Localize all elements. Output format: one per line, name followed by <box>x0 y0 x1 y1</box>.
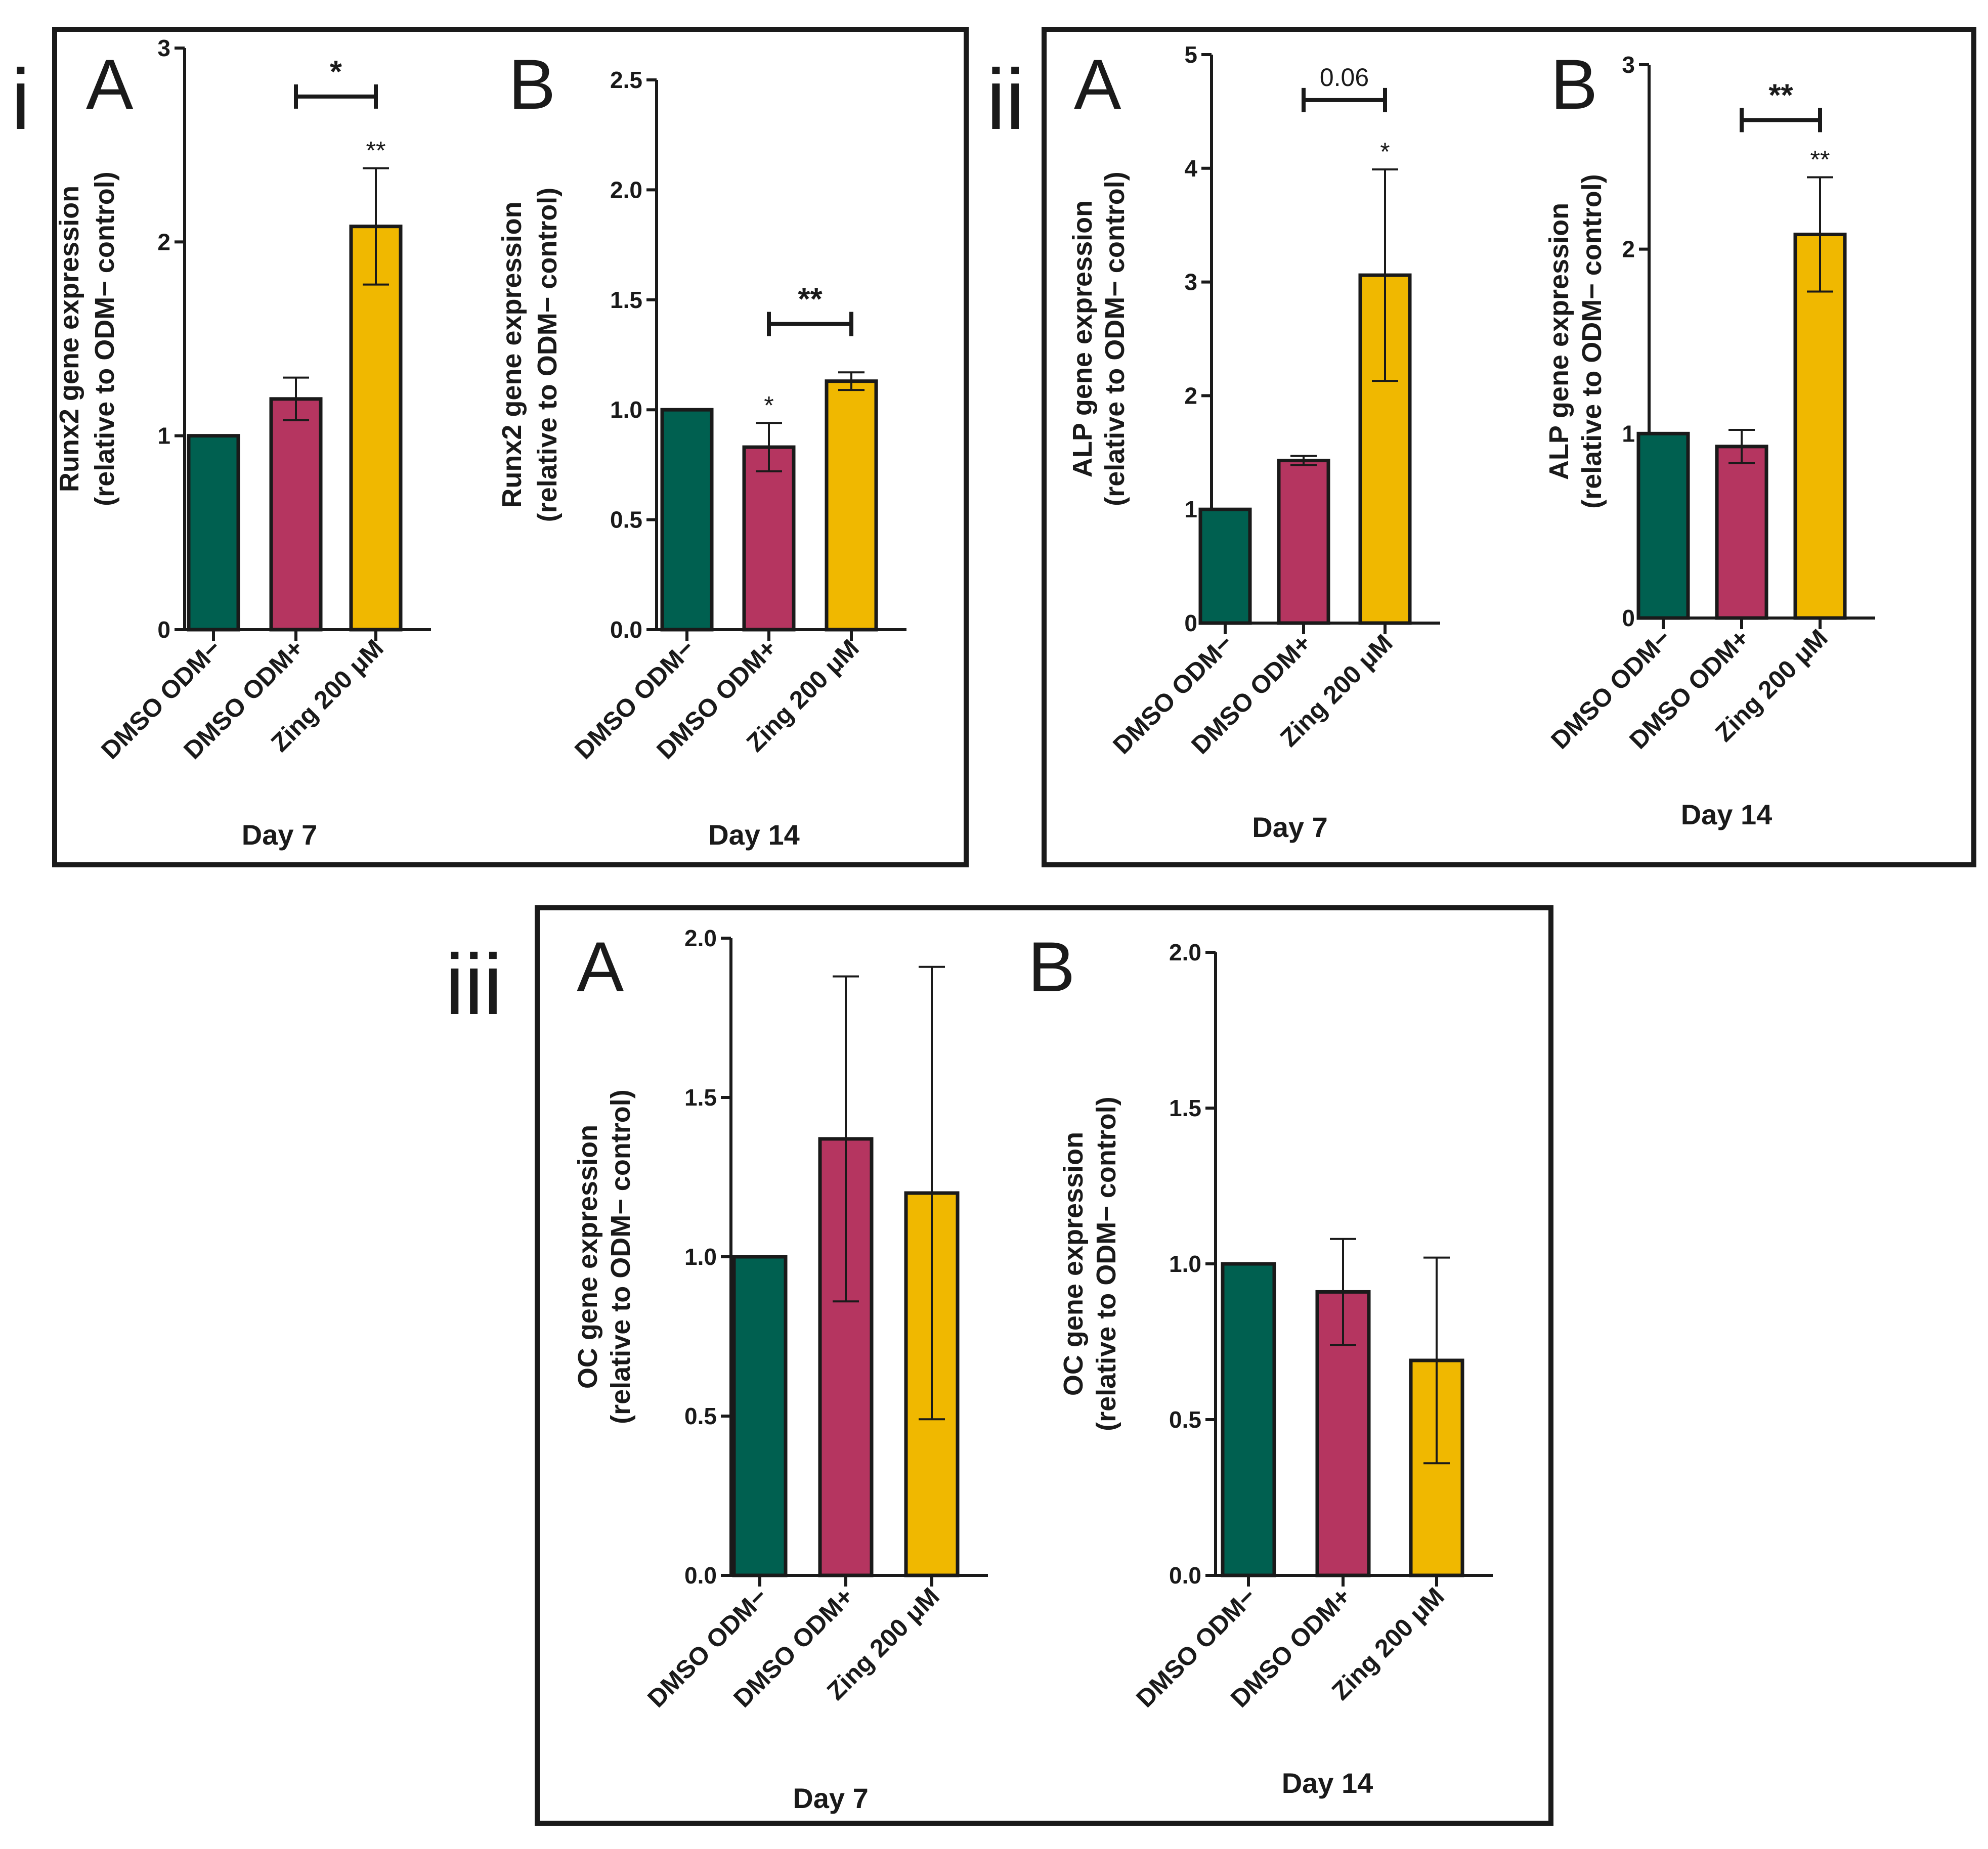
subplot-letter: B <box>1550 45 1597 124</box>
y-axis-title-line1: Runx2 gene expression <box>497 201 527 508</box>
y-axis-title-line2: (relative to ODM− control) <box>532 188 563 522</box>
y-tick-label: 0 <box>157 617 170 643</box>
significance-mark: ** <box>1810 145 1830 173</box>
panel-label-i: i <box>11 52 30 148</box>
y-tick-label: 2 <box>157 229 170 255</box>
y-tick-label: 1.5 <box>610 287 642 313</box>
y-tick-label: 0.0 <box>684 1562 717 1589</box>
x-axis-title: Day 7 <box>242 819 317 851</box>
y-tick-label: 0.0 <box>1169 1562 1201 1589</box>
panel-ii-frame <box>1042 27 1976 867</box>
y-axis-title-line1: ALP gene expression <box>1067 200 1098 477</box>
bar-2 <box>1277 459 1330 625</box>
y-tick-label: 1.0 <box>684 1244 717 1270</box>
y-tick-label: 1 <box>1184 496 1197 522</box>
bar-1 <box>1636 431 1690 620</box>
chart-iii-B: B 0.0 0.5 1.0 1.5 2.0 OC gene expression (relat… <box>1028 927 1493 1799</box>
significance-mark: ** <box>366 137 386 165</box>
y-axis-title-line1: OC gene expression <box>1058 1132 1089 1396</box>
y-axis-title-line2: (relative to ODM− control) <box>1091 1096 1121 1431</box>
chart-iii-A: A 0.0 0.5 1.0 1.5 2.0 OC gene expression (relat… <box>573 925 988 1814</box>
chart-ii-B: B 0 1 2 3 ALP gene expression (relative to ODM… <box>1544 45 1875 830</box>
y-tick-label: 0.5 <box>610 507 642 533</box>
y-tick-label: 2.0 <box>1169 939 1201 965</box>
y-tick-label: 1.5 <box>684 1084 717 1111</box>
y-tick-label: 1.5 <box>1169 1095 1201 1121</box>
x-axis-title: Day 7 <box>793 1782 868 1814</box>
y-axis-title-line2: (relative to ODM− control) <box>90 171 120 506</box>
y-axis-title-line2: (relative to ODM− control) <box>606 1089 636 1424</box>
bar-2 <box>1715 445 1768 620</box>
y-tick-label: 1 <box>1622 420 1635 447</box>
bar-1 <box>187 434 240 632</box>
subplot-letter: A <box>1074 45 1121 124</box>
y-tick-label: 2 <box>1184 382 1197 409</box>
subplot-letter: A <box>86 45 134 124</box>
bar-2 <box>269 397 323 632</box>
bar-2 <box>742 445 796 632</box>
subplot-letter: A <box>577 927 624 1006</box>
bar-3 <box>825 379 878 632</box>
y-tick-label: 3 <box>1622 52 1635 78</box>
y-axis-title-line1: ALP gene expression <box>1544 203 1574 480</box>
bar-1 <box>732 1255 788 1577</box>
y-tick-label: 2 <box>1622 236 1635 262</box>
y-tick-label: 5 <box>1184 41 1197 68</box>
bracket-label: ** <box>1768 78 1793 113</box>
y-tick-label: 1 <box>157 423 170 449</box>
significance-mark: * <box>764 391 773 419</box>
y-tick-label: 0 <box>1184 610 1197 636</box>
y-tick-label: 4 <box>1184 155 1197 182</box>
y-axis-title-line2: (relative to ODM− control) <box>1100 171 1130 506</box>
chart-i-B: B 0.0 0.5 1.0 1.5 2.0 2.5 Runx2 gene expression… <box>497 45 906 851</box>
y-tick-label: 2.0 <box>610 177 642 203</box>
y-tick-label: 0.0 <box>610 617 642 643</box>
panel-label-ii: ii <box>986 52 1025 148</box>
panel-iii-frame <box>535 905 1553 1826</box>
y-tick-label: 2.0 <box>684 925 717 951</box>
y-tick-label: 1.0 <box>1169 1251 1201 1277</box>
chart-ii-A: A 0 1 2 3 4 5 ALP gene expression (relative to O… <box>1067 41 1440 843</box>
bracket-label: ** <box>798 282 823 317</box>
y-tick-label: 2.5 <box>610 67 642 93</box>
panel-label-iii: iii <box>445 937 502 1033</box>
x-axis-title: Day 14 <box>1282 1767 1373 1799</box>
bar-1 <box>1221 1262 1276 1577</box>
bar-1 <box>660 408 714 632</box>
y-tick-label: 0 <box>1622 605 1635 631</box>
y-tick-label: 1.0 <box>610 397 642 423</box>
bar-1 <box>1198 507 1252 625</box>
y-axis-title-line1: Runx2 gene expression <box>54 186 84 492</box>
subplot-letter: B <box>1028 927 1075 1006</box>
bar-3 <box>349 225 403 632</box>
panel-i-frame <box>52 27 969 867</box>
y-tick-label: 0.5 <box>1169 1406 1201 1433</box>
subplot-letter: B <box>508 45 555 124</box>
chart-i-A: A 0 1 2 3 Runx2 gene expression (relative to O… <box>54 35 431 851</box>
x-axis-title: Day 14 <box>1681 799 1773 830</box>
significance-mark: * <box>1380 138 1390 166</box>
bracket-label: 0.06 <box>1320 63 1369 92</box>
x-axis-title: Day 7 <box>1252 811 1327 843</box>
x-axis-title: Day 14 <box>708 819 800 851</box>
y-tick-label: 3 <box>157 35 170 61</box>
bracket-label: * <box>330 55 342 90</box>
y-tick-label: 0.5 <box>684 1403 717 1429</box>
y-axis-title-line2: (relative to ODM− control) <box>1577 174 1607 509</box>
y-tick-label: 3 <box>1184 269 1197 295</box>
y-axis-title-line1: OC gene expression <box>573 1125 603 1389</box>
